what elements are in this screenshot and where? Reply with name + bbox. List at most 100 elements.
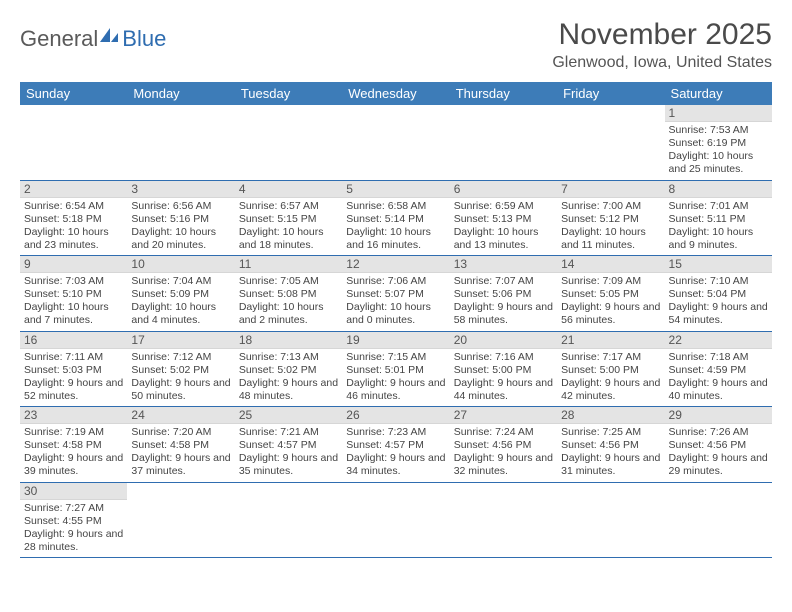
empty-cell xyxy=(450,482,557,558)
daylight-text: Daylight: 9 hours and 52 minutes. xyxy=(24,377,123,403)
day-number: 5 xyxy=(342,181,449,198)
day-number: 22 xyxy=(665,332,772,349)
day-number: 23 xyxy=(20,407,127,424)
daylight-text: Daylight: 9 hours and 32 minutes. xyxy=(454,452,553,478)
day-body: Sunrise: 7:11 AMSunset: 5:03 PMDaylight:… xyxy=(20,349,127,407)
day-cell: 28Sunrise: 7:25 AMSunset: 4:56 PMDayligh… xyxy=(557,407,664,483)
daylight-text: Daylight: 10 hours and 13 minutes. xyxy=(454,226,553,252)
sunrise-text: Sunrise: 7:11 AM xyxy=(24,351,123,364)
header: General Blue November 2025 Glenwood, Iow… xyxy=(20,18,772,72)
day-number: 6 xyxy=(450,181,557,198)
day-body: Sunrise: 7:25 AMSunset: 4:56 PMDaylight:… xyxy=(557,424,664,482)
sunrise-text: Sunrise: 7:03 AM xyxy=(24,275,123,288)
sunset-text: Sunset: 4:56 PM xyxy=(561,439,660,452)
day-number: 20 xyxy=(450,332,557,349)
sunrise-text: Sunrise: 7:21 AM xyxy=(239,426,338,439)
sunset-text: Sunset: 5:10 PM xyxy=(24,288,123,301)
week-row: 23Sunrise: 7:19 AMSunset: 4:58 PMDayligh… xyxy=(20,407,772,483)
logo-text-blue: Blue xyxy=(122,26,166,52)
sunset-text: Sunset: 5:02 PM xyxy=(239,364,338,377)
empty-cell xyxy=(557,105,664,180)
day-header: Sunday xyxy=(20,82,127,105)
day-number: 9 xyxy=(20,256,127,273)
day-body: Sunrise: 7:00 AMSunset: 5:12 PMDaylight:… xyxy=(557,198,664,256)
page: General Blue November 2025 Glenwood, Iow… xyxy=(0,0,792,576)
sunset-text: Sunset: 5:07 PM xyxy=(346,288,445,301)
week-row: 30Sunrise: 7:27 AMSunset: 4:55 PMDayligh… xyxy=(20,482,772,558)
daylight-text: Daylight: 9 hours and 48 minutes. xyxy=(239,377,338,403)
daylight-text: Daylight: 10 hours and 7 minutes. xyxy=(24,301,123,327)
day-cell: 29Sunrise: 7:26 AMSunset: 4:56 PMDayligh… xyxy=(665,407,772,483)
day-body: Sunrise: 7:09 AMSunset: 5:05 PMDaylight:… xyxy=(557,273,664,331)
empty-cell xyxy=(450,105,557,180)
sunrise-text: Sunrise: 7:10 AM xyxy=(669,275,768,288)
day-body: Sunrise: 7:03 AMSunset: 5:10 PMDaylight:… xyxy=(20,273,127,331)
sunrise-text: Sunrise: 6:59 AM xyxy=(454,200,553,213)
day-body: Sunrise: 7:13 AMSunset: 5:02 PMDaylight:… xyxy=(235,349,342,407)
day-number: 16 xyxy=(20,332,127,349)
title-block: November 2025 Glenwood, Iowa, United Sta… xyxy=(552,18,772,72)
day-cell: 1Sunrise: 7:53 AMSunset: 6:19 PMDaylight… xyxy=(665,105,772,180)
day-number: 11 xyxy=(235,256,342,273)
sunrise-text: Sunrise: 7:24 AM xyxy=(454,426,553,439)
day-cell: 25Sunrise: 7:21 AMSunset: 4:57 PMDayligh… xyxy=(235,407,342,483)
daylight-text: Daylight: 9 hours and 44 minutes. xyxy=(454,377,553,403)
sunrise-text: Sunrise: 7:25 AM xyxy=(561,426,660,439)
day-header: Wednesday xyxy=(342,82,449,105)
day-number: 1 xyxy=(665,105,772,122)
day-body: Sunrise: 6:58 AMSunset: 5:14 PMDaylight:… xyxy=(342,198,449,256)
sunrise-text: Sunrise: 7:27 AM xyxy=(24,502,123,515)
day-body: Sunrise: 7:05 AMSunset: 5:08 PMDaylight:… xyxy=(235,273,342,331)
day-cell: 5Sunrise: 6:58 AMSunset: 5:14 PMDaylight… xyxy=(342,180,449,256)
day-cell: 17Sunrise: 7:12 AMSunset: 5:02 PMDayligh… xyxy=(127,331,234,407)
empty-cell xyxy=(557,482,664,558)
sail-icon xyxy=(98,24,120,50)
day-body: Sunrise: 7:06 AMSunset: 5:07 PMDaylight:… xyxy=(342,273,449,331)
day-number: 7 xyxy=(557,181,664,198)
day-header-row: SundayMondayTuesdayWednesdayThursdayFrid… xyxy=(20,82,772,105)
sunrise-text: Sunrise: 7:12 AM xyxy=(131,351,230,364)
sunset-text: Sunset: 5:13 PM xyxy=(454,213,553,226)
daylight-text: Daylight: 9 hours and 39 minutes. xyxy=(24,452,123,478)
day-number: 14 xyxy=(557,256,664,273)
sunrise-text: Sunrise: 7:05 AM xyxy=(239,275,338,288)
day-number: 28 xyxy=(557,407,664,424)
day-cell: 10Sunrise: 7:04 AMSunset: 5:09 PMDayligh… xyxy=(127,256,234,332)
empty-cell xyxy=(127,105,234,180)
week-row: 2Sunrise: 6:54 AMSunset: 5:18 PMDaylight… xyxy=(20,180,772,256)
sunrise-text: Sunrise: 7:23 AM xyxy=(346,426,445,439)
day-number: 2 xyxy=(20,181,127,198)
day-cell: 23Sunrise: 7:19 AMSunset: 4:58 PMDayligh… xyxy=(20,407,127,483)
daylight-text: Daylight: 9 hours and 50 minutes. xyxy=(131,377,230,403)
empty-cell xyxy=(665,482,772,558)
day-cell: 18Sunrise: 7:13 AMSunset: 5:02 PMDayligh… xyxy=(235,331,342,407)
week-row: 9Sunrise: 7:03 AMSunset: 5:10 PMDaylight… xyxy=(20,256,772,332)
daylight-text: Daylight: 10 hours and 2 minutes. xyxy=(239,301,338,327)
day-number: 25 xyxy=(235,407,342,424)
day-number: 21 xyxy=(557,332,664,349)
sunset-text: Sunset: 4:56 PM xyxy=(669,439,768,452)
day-header: Tuesday xyxy=(235,82,342,105)
empty-cell xyxy=(127,482,234,558)
day-body: Sunrise: 7:27 AMSunset: 4:55 PMDaylight:… xyxy=(20,500,127,558)
sunset-text: Sunset: 5:15 PM xyxy=(239,213,338,226)
daylight-text: Daylight: 9 hours and 31 minutes. xyxy=(561,452,660,478)
day-cell: 15Sunrise: 7:10 AMSunset: 5:04 PMDayligh… xyxy=(665,256,772,332)
day-number: 30 xyxy=(20,483,127,500)
sunrise-text: Sunrise: 7:26 AM xyxy=(669,426,768,439)
day-number: 26 xyxy=(342,407,449,424)
daylight-text: Daylight: 9 hours and 28 minutes. xyxy=(24,528,123,554)
sunset-text: Sunset: 4:57 PM xyxy=(346,439,445,452)
day-cell: 19Sunrise: 7:15 AMSunset: 5:01 PMDayligh… xyxy=(342,331,449,407)
daylight-text: Daylight: 10 hours and 9 minutes. xyxy=(669,226,768,252)
sunset-text: Sunset: 4:56 PM xyxy=(454,439,553,452)
daylight-text: Daylight: 9 hours and 34 minutes. xyxy=(346,452,445,478)
day-cell: 30Sunrise: 7:27 AMSunset: 4:55 PMDayligh… xyxy=(20,482,127,558)
day-number: 18 xyxy=(235,332,342,349)
daylight-text: Daylight: 9 hours and 37 minutes. xyxy=(131,452,230,478)
sunset-text: Sunset: 5:09 PM xyxy=(131,288,230,301)
day-cell: 22Sunrise: 7:18 AMSunset: 4:59 PMDayligh… xyxy=(665,331,772,407)
day-number: 19 xyxy=(342,332,449,349)
sunset-text: Sunset: 4:58 PM xyxy=(131,439,230,452)
sunset-text: Sunset: 4:58 PM xyxy=(24,439,123,452)
